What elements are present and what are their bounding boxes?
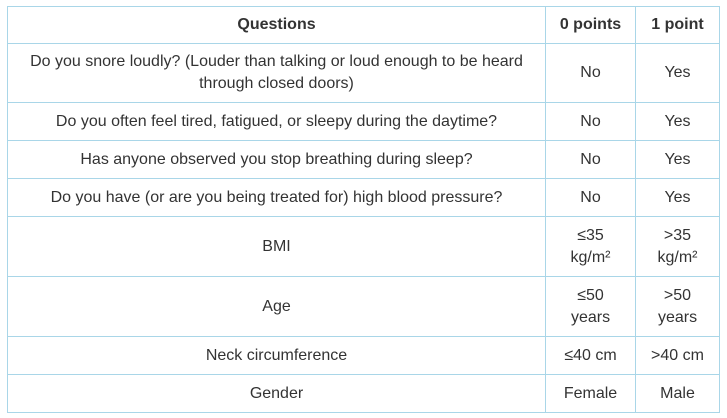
table-row: BMI ≤35 kg/m² >35 kg/m² <box>7 216 720 277</box>
question-cell: Has anyone observed you stop breathing d… <box>7 140 546 179</box>
points-cell: No <box>545 102 636 141</box>
questionnaire-table: Questions 0 points 1 point Do you snore lo… <box>7 6 720 413</box>
points-cell: >40 cm <box>635 336 720 375</box>
table-row: Gender Female Male <box>7 374 720 413</box>
question-cell: Do you have (or are you being treated fo… <box>7 178 546 217</box>
question-cell: Neck circumference <box>7 336 546 375</box>
question-cell: BMI <box>7 216 546 277</box>
points-cell: No <box>545 140 636 179</box>
question-cell: Age <box>7 276 546 337</box>
table-body: Do you snore loudly? (Louder than talkin… <box>7 43 720 413</box>
points-cell: No <box>545 178 636 217</box>
question-cell: Do you snore loudly? (Louder than talkin… <box>7 43 546 103</box>
header-cell: Questions <box>7 6 546 44</box>
question-cell: Gender <box>7 374 546 413</box>
points-cell: Yes <box>635 102 720 141</box>
points-cell: No <box>545 43 636 103</box>
points-cell: ≤40 cm <box>545 336 636 375</box>
table-row: Age ≤50 years >50 years <box>7 276 720 337</box>
points-cell: Male <box>635 374 720 413</box>
points-cell: Yes <box>635 178 720 217</box>
points-cell: Yes <box>635 140 720 179</box>
points-cell: ≤35 kg/m² <box>545 216 636 277</box>
table-row: Do you often feel tired, fatigued, or sl… <box>7 102 720 141</box>
points-cell: Female <box>545 374 636 413</box>
table-row: Do you snore loudly? (Louder than talkin… <box>7 43 720 103</box>
table-row: Neck circumference ≤40 cm >40 cm <box>7 336 720 375</box>
table-row: Has anyone observed you stop breathing d… <box>7 140 720 179</box>
header-cell: 0 points <box>545 6 636 44</box>
points-cell: Yes <box>635 43 720 103</box>
header-row: Questions 0 points 1 point <box>7 6 720 44</box>
table-row: Do you have (or are you being treated fo… <box>7 178 720 217</box>
points-cell: >50 years <box>635 276 720 337</box>
question-cell: Do you often feel tired, fatigued, or sl… <box>7 102 546 141</box>
points-cell: ≤50 years <box>545 276 636 337</box>
points-cell: >35 kg/m² <box>635 216 720 277</box>
header-cell: 1 point <box>635 6 720 44</box>
